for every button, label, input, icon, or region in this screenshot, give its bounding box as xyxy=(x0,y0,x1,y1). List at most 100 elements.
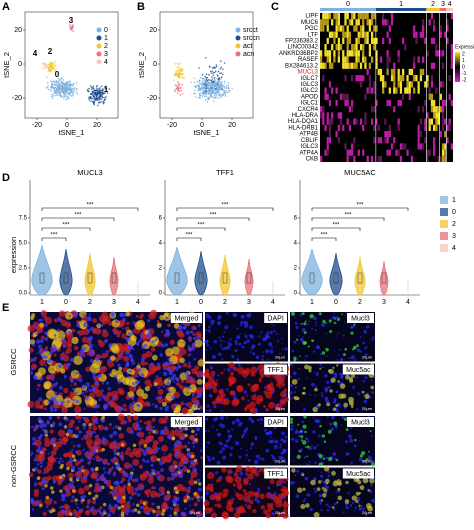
micrograph-speck xyxy=(345,452,349,456)
micrograph-speck xyxy=(210,319,215,325)
micrograph-speck xyxy=(84,419,90,424)
micrograph-speck xyxy=(206,441,211,445)
micrograph-speck xyxy=(336,317,341,321)
heatmap-cell xyxy=(375,37,378,45)
heatmap-cell xyxy=(320,19,323,26)
legend-label: act xyxy=(243,43,252,50)
micrograph-speck xyxy=(164,343,169,347)
micrograph-speck xyxy=(37,469,42,474)
micrograph-speck xyxy=(165,348,174,357)
heatmap-cell xyxy=(388,37,391,45)
micrograph-speck xyxy=(94,381,99,386)
micrograph-speck xyxy=(209,487,215,493)
micrograph-speck xyxy=(315,372,320,376)
heatmap-cell xyxy=(359,31,363,38)
micrograph-speck xyxy=(166,434,172,439)
cell-dot xyxy=(207,78,210,81)
significance-bracket xyxy=(311,207,409,211)
micrograph-speck xyxy=(219,389,224,395)
micrograph-speck xyxy=(35,339,41,344)
micrograph-speck xyxy=(205,491,210,495)
micrograph-speck xyxy=(36,476,41,481)
cell-dot xyxy=(222,89,225,92)
micrograph-speck xyxy=(76,444,81,448)
micrograph-speck xyxy=(221,358,224,361)
cell-dot xyxy=(177,66,179,68)
micrograph-speck xyxy=(246,339,250,343)
micrograph-speck xyxy=(136,503,140,508)
cluster-label: 2 xyxy=(431,1,435,8)
micrograph-speck xyxy=(225,388,229,391)
micrograph-speck xyxy=(36,352,39,355)
micrograph-speck xyxy=(31,343,35,346)
heatmap-cell xyxy=(324,87,327,94)
cell-dot xyxy=(41,68,44,70)
micrograph-speck xyxy=(160,503,168,511)
micrograph-speck xyxy=(283,481,286,484)
micrograph-speck xyxy=(168,514,173,518)
micrograph-speck xyxy=(350,427,353,430)
micrograph-speck xyxy=(113,355,116,357)
heatmap-cell xyxy=(421,31,425,38)
micrograph-speck xyxy=(95,477,100,482)
cell-dot xyxy=(96,97,98,99)
heatmap-cell xyxy=(388,56,391,63)
cell-dot xyxy=(101,100,103,103)
heatmap-cell xyxy=(375,99,378,107)
micrograph-speck xyxy=(270,379,273,381)
micrograph-speck xyxy=(179,348,187,356)
micrograph-speck xyxy=(290,375,293,378)
cell-dot xyxy=(49,86,52,89)
micrograph-speck xyxy=(323,440,327,443)
micrograph-speck xyxy=(326,402,331,407)
box xyxy=(309,272,315,284)
micrograph-speck xyxy=(289,481,294,485)
cell-dot xyxy=(211,78,214,80)
micrograph-speck xyxy=(244,341,247,344)
heatmap-cell xyxy=(384,19,387,26)
micrograph-speck xyxy=(364,353,368,356)
micrograph-speck xyxy=(123,502,131,510)
micrograph-speck xyxy=(338,393,344,399)
micrograph-speck xyxy=(156,470,160,475)
micrograph-speck xyxy=(105,329,107,331)
cell-dot xyxy=(204,75,207,78)
heatmap-cell xyxy=(337,19,340,26)
micrograph-speck xyxy=(138,445,141,447)
micrograph-speck xyxy=(188,386,192,390)
significance-label: *** xyxy=(209,213,217,219)
cell-dot xyxy=(220,72,222,74)
heatmap-cell xyxy=(328,124,332,131)
cell-dot xyxy=(216,83,219,85)
micrograph-speck xyxy=(182,325,187,330)
micrograph-speck xyxy=(152,440,159,446)
heatmap-cell xyxy=(433,149,436,156)
cell-dot xyxy=(223,82,226,84)
micrograph-speck xyxy=(238,486,242,490)
cell-dot xyxy=(56,94,59,97)
cell-dot xyxy=(53,88,55,91)
heatmap-cell xyxy=(322,19,325,26)
cell-dot xyxy=(96,92,98,94)
micrograph-speck xyxy=(163,385,166,388)
micrograph-speck xyxy=(280,480,284,484)
heatmap-cell xyxy=(444,99,447,107)
violin xyxy=(59,248,73,296)
micrograph-speck xyxy=(127,491,131,495)
micrograph-speck xyxy=(116,494,121,499)
micrograph-speck xyxy=(89,326,95,331)
micrograph-speck xyxy=(270,495,274,499)
micrograph-speck xyxy=(156,362,161,367)
heatmap-cell xyxy=(439,155,442,162)
heatmap-cell xyxy=(441,112,445,119)
micrograph-speck xyxy=(47,475,52,481)
micrograph-speck xyxy=(76,330,79,334)
micrograph-speck xyxy=(81,384,87,389)
micrograph-speck xyxy=(301,312,305,315)
micrograph-speck xyxy=(204,339,209,344)
heatmap-cell xyxy=(419,143,422,150)
violin xyxy=(109,256,119,296)
micrograph-speck xyxy=(278,385,282,389)
micrograph-speck xyxy=(50,438,55,442)
micrograph-speck xyxy=(211,473,213,475)
